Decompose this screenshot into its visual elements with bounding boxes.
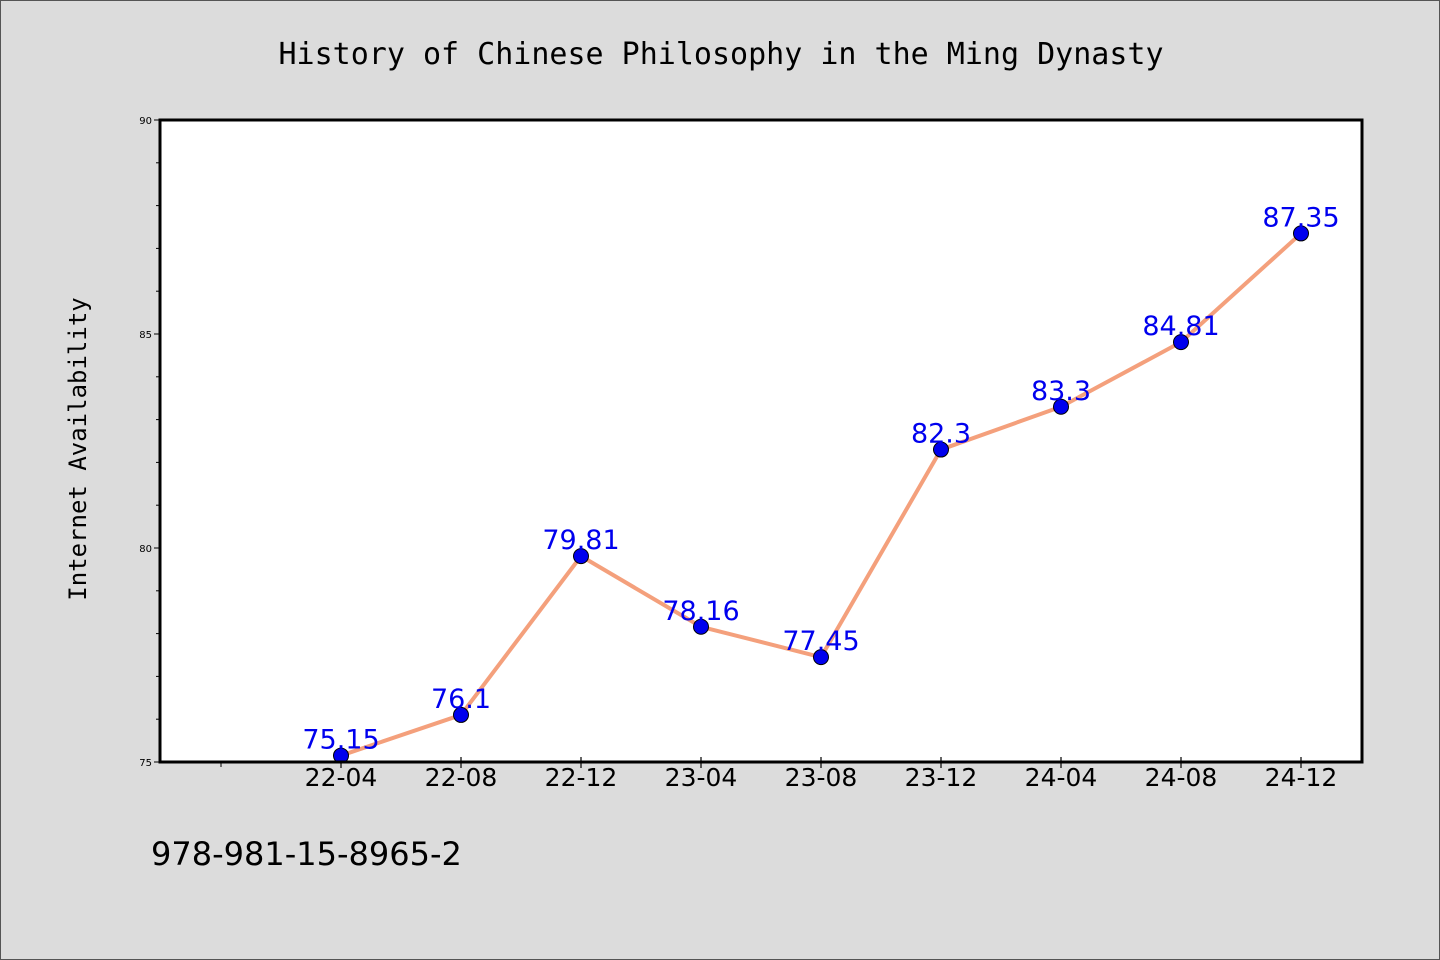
data-label-group: 75.15 76.1 79.81 78.16 77.45 82.3 83.3 84.81 87.… [302, 202, 1339, 755]
data-point [573, 548, 589, 565]
x-tick-label: 24-08 [1145, 763, 1218, 792]
x-tick-label: 24-12 [1265, 763, 1338, 792]
y-tick-label: 80 [139, 544, 152, 555]
data-point [453, 706, 469, 723]
x-tick-label: 24-04 [1025, 763, 1098, 792]
plot-area [160, 120, 1362, 762]
data-point [1173, 334, 1189, 351]
x-tick-label: 22-08 [425, 763, 498, 792]
footnote-isbn: 978-981-15-8965-2 [151, 835, 462, 873]
data-label: 87.35 [1262, 202, 1339, 233]
x-tick-label: 22-12 [545, 763, 618, 792]
data-label: 79.81 [542, 525, 619, 556]
y-tick-label: 90 [139, 116, 152, 127]
y-axis: 75 80 85 90 [139, 116, 152, 769]
data-label: 83.3 [1031, 376, 1091, 407]
data-point [1053, 398, 1069, 415]
data-label: 76.1 [431, 684, 491, 715]
data-label: 84.81 [1142, 311, 1219, 342]
x-tick-label: 23-12 [905, 763, 978, 792]
data-point [933, 441, 949, 458]
data-point [1293, 225, 1309, 242]
data-label: 75.15 [302, 725, 379, 756]
y-tick-label: 85 [139, 330, 152, 341]
chart-title: History of Chinese Philosophy in the Min… [278, 37, 1163, 72]
x-tick-label: 23-08 [785, 763, 858, 792]
x-axis: 22-04 22-08 22-12 23-04 23-08 23-12 24-04 24-08… [305, 763, 1338, 792]
data-point-group [333, 225, 1309, 764]
x-tick-label: 22-04 [305, 763, 378, 792]
data-label: 82.3 [911, 419, 971, 450]
y-tick-label: 75 [139, 758, 152, 769]
data-label: 77.45 [782, 626, 859, 657]
plot-frame [158, 118, 1364, 764]
y-axis-label: Internet Availability [64, 297, 92, 600]
x-tick-label: 23-04 [665, 763, 738, 792]
data-label: 78.16 [662, 596, 739, 627]
data-point [813, 649, 829, 666]
data-point [693, 618, 709, 635]
